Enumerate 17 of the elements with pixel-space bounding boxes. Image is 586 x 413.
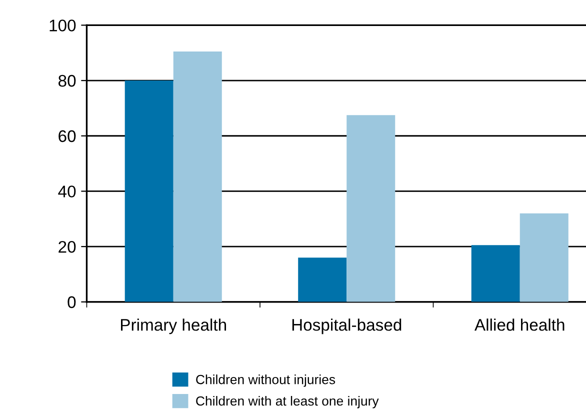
bar [346, 115, 396, 302]
y-tick-label: 100 [50, 20, 76, 32]
x-tick-label: Primary health [121, 318, 226, 334]
x-tick-label: Allied health [474, 318, 564, 331]
y-tick-label: 0 [68, 296, 76, 308]
bar [298, 258, 347, 302]
bar [471, 245, 520, 302]
legend-label: Children without injuries [196, 374, 336, 387]
y-tick-label: 60 [58, 130, 76, 142]
bar [520, 213, 568, 302]
x-tick-label: Hospital-based [292, 318, 402, 334]
y-tick-label: 80 [58, 74, 76, 87]
legend-label: Children with at least one injury [196, 396, 379, 408]
y-tick-label: 20 [58, 240, 76, 253]
y-tick-label: 40 [58, 186, 76, 198]
bar [124, 80, 174, 302]
bar [173, 51, 222, 302]
